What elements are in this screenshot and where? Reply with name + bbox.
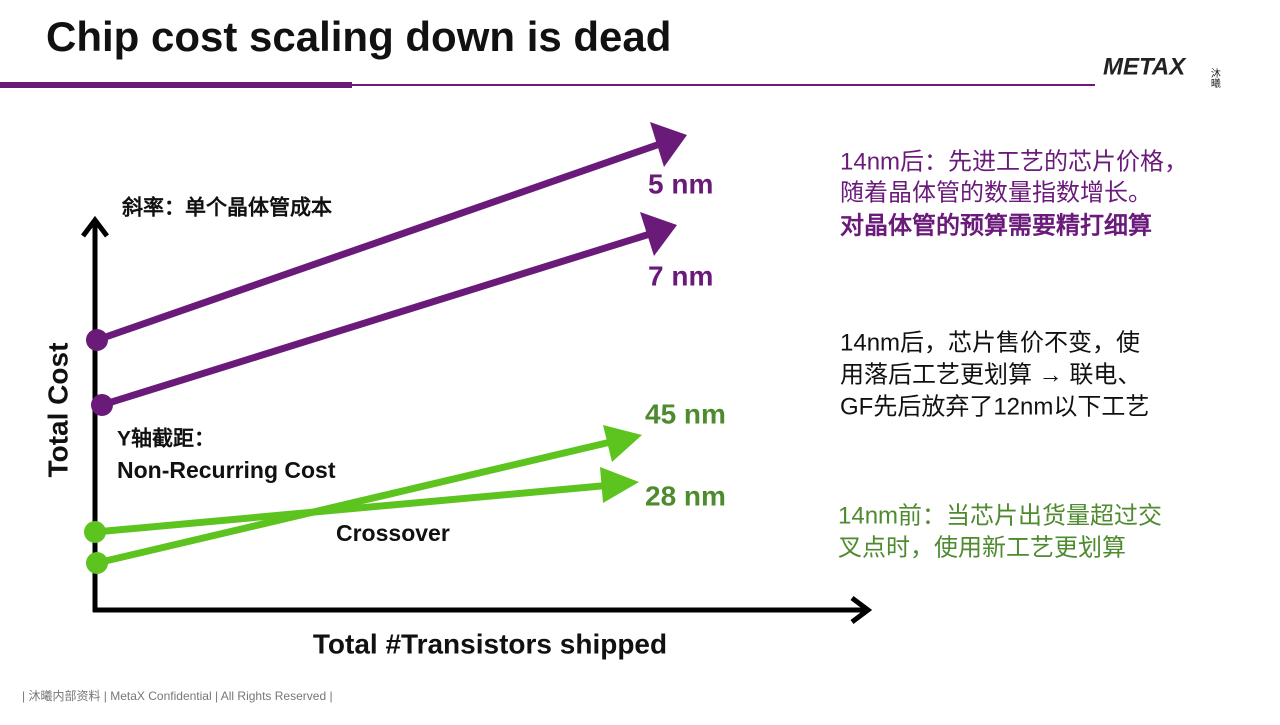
- title-underline-thin: [352, 84, 1095, 86]
- crossover-label: Crossover: [336, 520, 450, 546]
- intercept-note: Y轴截距：: [117, 427, 215, 451]
- line-28nm: [94, 481, 613, 536]
- line-label: 5 nm: [648, 168, 713, 199]
- footer: | 沐曦内部资料 | MetaX Confidential | All Righ…: [22, 688, 333, 703]
- title-underline-thick: [0, 82, 352, 88]
- note-line: 14nm后，芯片售价不变，使: [840, 329, 1140, 356]
- note-line: GF先后放弃了12nm以下工艺: [840, 393, 1149, 420]
- axes: [81, 215, 873, 624]
- note-line: 对晶体管的预算需要精打细算: [840, 211, 1152, 239]
- note-line: 随着晶体管的数量指数增长。: [840, 179, 1152, 206]
- arrowhead-5nm: [650, 122, 687, 167]
- line-7nm: [100, 230, 652, 409]
- note-line: 叉点时，使用新工艺更划算: [838, 534, 1126, 561]
- x-axis-arrow: [850, 596, 873, 624]
- arrowhead-28nm: [600, 467, 639, 503]
- line-label: 45 nm: [645, 398, 726, 429]
- note-line: 用落后工艺更划算 → 联电、: [840, 361, 1141, 388]
- arrowhead-45nm: [603, 425, 642, 462]
- line-45nm: [96, 437, 616, 567]
- intercept-45nm: [86, 552, 108, 574]
- line-5nm: [95, 140, 662, 344]
- line-label: 7 nm: [648, 260, 713, 291]
- logo-cn: 沐曦: [1208, 67, 1220, 89]
- logo: METAX: [1103, 53, 1187, 80]
- intercept-28nm: [84, 521, 106, 543]
- cost-lines: [84, 122, 687, 574]
- intercept-5nm: [86, 329, 108, 351]
- slide-title: Chip cost scaling down is dead: [46, 13, 671, 60]
- line-label: 28 nm: [645, 480, 726, 511]
- note-line: 14nm后：先进工艺的芯片价格，: [840, 148, 1188, 175]
- arrowhead-7nm: [640, 212, 677, 256]
- y-axis-label: Total Cost: [42, 343, 73, 478]
- note-line: 14nm前：当芯片出货量超过交: [838, 502, 1162, 529]
- x-axis-label: Total #Transistors shipped: [313, 628, 667, 659]
- y-axis-arrow: [81, 215, 109, 238]
- intercept-note: Non-Recurring Cost: [117, 457, 336, 483]
- slope-note: 斜率：单个晶体管成本: [121, 196, 332, 220]
- intercept-7nm: [91, 394, 113, 416]
